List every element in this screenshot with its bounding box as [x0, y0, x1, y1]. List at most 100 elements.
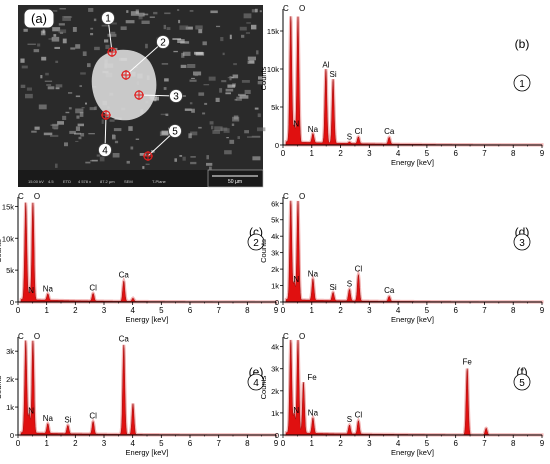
sem-grain	[173, 50, 178, 53]
sem-grain	[227, 77, 233, 79]
sem-grain	[45, 72, 49, 76]
y-axis-title: Counts	[259, 239, 268, 263]
sem-grain	[110, 31, 116, 34]
sem-grain	[189, 10, 194, 12]
sem-grain	[247, 60, 255, 64]
sem-grain	[65, 111, 70, 114]
sem-grain	[153, 11, 158, 15]
x-tick-label: 2	[338, 306, 343, 315]
sem-grain	[206, 162, 213, 166]
sem-grain	[78, 136, 82, 140]
sem-grain	[245, 32, 250, 34]
sem-grain	[215, 97, 220, 102]
x-tick-label: 4	[396, 439, 401, 448]
sem-grain	[74, 132, 81, 135]
y-tick-label: 6k	[271, 199, 279, 208]
spectrum-panel: 0 1 2 3 4 5 6 7 8 9 0 5k 10k 15k Energy [keV] Counts C O N…	[259, 4, 545, 167]
sem-grain	[79, 85, 82, 87]
sem-grain	[38, 104, 47, 110]
sem-grain	[244, 89, 251, 94]
scale-bar-label: 50 µm	[228, 179, 242, 185]
sem-grain	[241, 34, 245, 38]
sem-grain	[221, 80, 227, 83]
sem-grain	[68, 107, 72, 110]
sem-grain	[130, 146, 134, 150]
sem-grain	[23, 28, 28, 32]
point-number: 4	[253, 378, 259, 389]
peak-label: O	[34, 192, 40, 201]
sem-info-bar	[18, 170, 263, 187]
x-tick-label: 6	[453, 149, 458, 158]
y-tick-label: 4k	[271, 232, 279, 241]
point-number-badge	[513, 373, 531, 391]
sem-grain	[145, 43, 148, 49]
sem-grain	[220, 127, 228, 131]
sem-grain	[233, 63, 237, 66]
peak-label: Cl	[355, 265, 363, 274]
y-tick-label: 15k	[267, 27, 279, 36]
sem-grain	[53, 128, 58, 130]
x-tick-label: 7	[216, 306, 221, 315]
x-tick-label: 8	[245, 306, 250, 315]
sem-grain	[96, 154, 101, 157]
y-tick-label: 2k	[271, 387, 279, 396]
sem-info-value: 87.2 µm	[100, 179, 115, 184]
sem-grain	[93, 18, 97, 22]
sem-grain	[88, 133, 95, 135]
sem-grain	[44, 80, 53, 82]
peak-label: O	[299, 332, 305, 341]
sem-grain	[80, 133, 85, 137]
peak-label: N	[293, 119, 299, 128]
sem-grain	[187, 64, 196, 68]
sem-grain	[111, 22, 117, 25]
x-tick-label: 3	[367, 306, 372, 315]
sem-grain	[90, 160, 98, 162]
x-tick-label: 5	[425, 149, 430, 158]
y-tick-label: 2k	[6, 375, 14, 384]
sem-grain	[244, 130, 249, 134]
sem-grain	[52, 123, 59, 129]
peak-label: Na	[308, 409, 319, 418]
y-axis-title: Counts	[0, 375, 3, 399]
sem-grain	[247, 136, 252, 138]
x-tick-label: 0	[281, 439, 286, 448]
sem-grain	[193, 71, 202, 76]
sem-grain	[211, 125, 214, 130]
x-tick-label: 1	[44, 439, 49, 448]
sem-grain	[216, 25, 221, 28]
peak-label: Na	[308, 125, 319, 134]
sem-grain	[138, 16, 143, 20]
sem-grain	[76, 115, 80, 119]
sem-info-value: SEM	[124, 179, 133, 184]
x-tick-label: 3	[102, 439, 107, 448]
point-number: 3	[173, 92, 179, 103]
x-tick-label: 5	[425, 306, 430, 315]
point-number-badge	[247, 373, 265, 391]
sem-grain	[164, 78, 169, 82]
sem-grain	[72, 27, 77, 32]
sem-grain	[135, 138, 140, 140]
panel-label: (f)	[516, 365, 527, 379]
point-number-badge	[513, 74, 531, 92]
sem-grain	[241, 80, 250, 83]
sem-grain	[182, 51, 191, 56]
peak-label: Na	[43, 414, 54, 423]
sem-grain	[257, 113, 261, 118]
y-tick-label: 15k	[2, 202, 14, 211]
sem-grain	[55, 87, 60, 90]
y-tick-label: 0	[10, 431, 14, 440]
point-number-badge	[513, 233, 531, 251]
sem-grain	[99, 156, 105, 162]
sem-grain	[232, 116, 240, 122]
sem-grain	[112, 153, 120, 158]
sem-grain	[174, 158, 177, 162]
x-tick-label: 9	[540, 439, 545, 448]
sem-grain	[79, 112, 84, 117]
sem-grain	[190, 156, 196, 158]
x-tick-label: 6	[453, 439, 458, 448]
point-number-badge	[247, 233, 265, 251]
spectrum-glow	[284, 16, 544, 147]
peak-label: Fe	[307, 373, 317, 382]
sem-grain	[42, 29, 45, 34]
